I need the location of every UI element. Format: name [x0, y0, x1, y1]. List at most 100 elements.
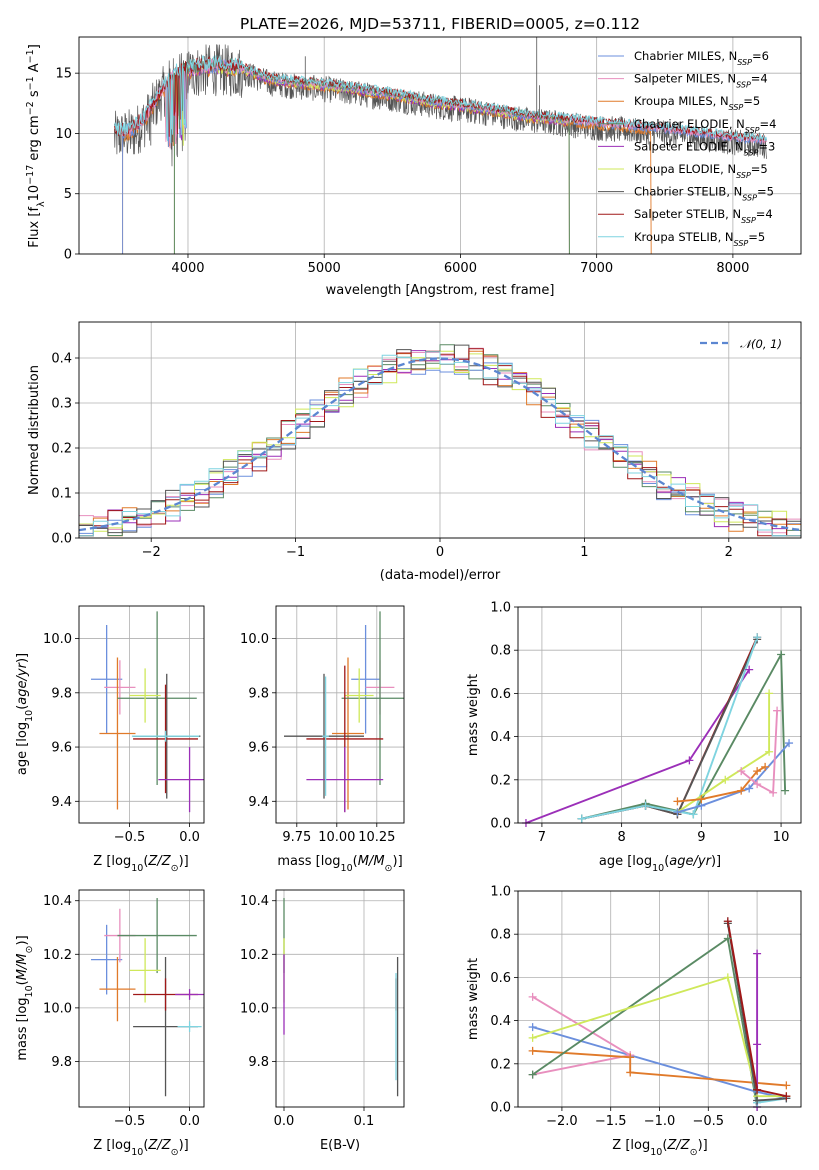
- y-tick-label: 10.0: [43, 632, 72, 647]
- label-part: age: [15, 680, 30, 704]
- spectrum-line-chabrier-miles: [122, 58, 768, 254]
- label-part: ⊙: [690, 1147, 698, 1158]
- legend-label: Chabrier STELIB, NSSP=5: [634, 185, 774, 203]
- data-marker: [785, 739, 794, 748]
- label-part: /: [675, 1138, 682, 1153]
- label-part: M: [15, 969, 30, 980]
- y-tick-label: 0.4: [51, 352, 72, 367]
- legend-sub: SSP: [737, 58, 752, 67]
- label-part: −2: [25, 101, 36, 115]
- y-tick-label: 9.8: [248, 686, 269, 701]
- series-line-kroupa-elodie: [532, 976, 787, 1098]
- y-tick-label: 10.4: [240, 894, 269, 909]
- data-marker: [753, 633, 762, 642]
- y-tick-label: 15: [55, 67, 72, 82]
- y-tick-label: 0.6: [490, 687, 511, 702]
- label-part: ]: [27, 44, 42, 49]
- weight_vs_Z-frame: [517, 890, 802, 1108]
- x-tick-label: −1: [286, 545, 305, 560]
- legend-text: Kroupa MILES, N: [634, 94, 729, 108]
- label-part: erg cm: [27, 115, 42, 164]
- y-tick-label: 1.0: [490, 601, 511, 616]
- data-marker: [782, 1081, 791, 1090]
- spectrum-xlabel: wavelength [Angstrom, rest frame]: [326, 283, 555, 298]
- legend-sub: SSP: [736, 80, 751, 89]
- label-part: /: [15, 963, 30, 970]
- label-part: )]: [393, 854, 403, 869]
- legend-sub: SSP: [734, 238, 749, 247]
- label-part: Z: [147, 854, 158, 869]
- x-tick-label: 0.0: [179, 830, 200, 845]
- age_vs_Z-ylabel: age [log10(age/yr)]: [15, 653, 35, 775]
- data-marker: [626, 1053, 635, 1062]
- x-tick-label: 9.75: [282, 830, 311, 845]
- legend-sub: SSP: [736, 171, 751, 180]
- label-part: )]: [15, 653, 30, 663]
- legend-text: =5: [757, 185, 774, 199]
- series-line-chabrier-miles: [677, 742, 790, 814]
- label-part: )]: [179, 854, 189, 869]
- y-tick-label: 0.0: [490, 1101, 511, 1116]
- label-part: 10: [131, 1147, 143, 1158]
- legend-sub: SSP: [742, 193, 757, 202]
- legend-text: =5: [743, 94, 760, 108]
- y-tick-label: 9.4: [248, 795, 269, 810]
- age_vs_mass-frame: [275, 605, 405, 824]
- data-marker: [753, 1085, 762, 1094]
- legend-label: Chabrier MILES, NSSP=6: [634, 49, 769, 67]
- data-marker: [673, 797, 682, 806]
- label-part: Z: [680, 1138, 691, 1153]
- x-tick-label: 10.25: [358, 830, 395, 845]
- data-marker: [769, 788, 778, 797]
- label-part: (: [15, 980, 30, 985]
- x-tick-label: 0.1: [354, 1114, 375, 1129]
- label-part: E(B-V): [320, 1138, 360, 1153]
- label-part: wavelength [Angstrom, rest frame]: [326, 283, 555, 298]
- y-tick-label: 10.0: [240, 632, 269, 647]
- data-marker: [773, 706, 782, 715]
- data-marker: [737, 767, 746, 776]
- y-tick-label: 10: [55, 127, 72, 142]
- data-marker: [723, 934, 732, 943]
- data-marker: [528, 1033, 537, 1042]
- data-marker: [685, 756, 694, 765]
- x-tick-label: −1.0: [644, 1114, 676, 1129]
- legend-text: =4: [751, 72, 768, 86]
- x-tick-label: 0.0: [274, 1114, 295, 1129]
- label-part: M: [15, 953, 30, 964]
- hist-step-kroupa-stelib: [79, 351, 801, 537]
- label-part: ⊙: [24, 945, 35, 953]
- y-tick-label: 9.8: [248, 1055, 269, 1070]
- label-part: 10: [341, 863, 353, 874]
- x-tick-label: 7: [538, 830, 546, 845]
- y-tick-label: 0.0: [51, 532, 72, 547]
- mass_vs_Z-axes: −0.5 0.0 9.8 10.0 10.2 10.4: [43, 890, 204, 1129]
- y-tick-label: 5: [64, 187, 72, 202]
- age_vs_mass-xlabel: mass [log10(M/M⊙)]: [277, 854, 402, 874]
- data-marker: [753, 1096, 762, 1105]
- series-line-kroupa-stelib: [581, 636, 759, 820]
- label-part: /: [693, 854, 700, 869]
- residuals-plot-area: [79, 344, 801, 537]
- label-part: 10: [24, 710, 35, 722]
- data-marker: [528, 1070, 537, 1079]
- spectrum-line-kroupa-stelib: [113, 55, 768, 144]
- y-tick-label: 9.8: [51, 1055, 72, 1070]
- legend-text: =3: [758, 139, 775, 153]
- y-tick-label: 10.2: [43, 948, 72, 963]
- data-marker: [753, 1040, 762, 1049]
- label-part: ⊙: [171, 1147, 179, 1158]
- label-part: (: [353, 854, 358, 869]
- spectrum-frame: [78, 36, 802, 255]
- legend-text: Kroupa STELIB, N: [634, 230, 734, 244]
- x-tick-label: 2: [725, 545, 733, 560]
- label-part: −17: [25, 165, 36, 185]
- legend-text: =5: [751, 162, 768, 176]
- mass_vs_Z-ylabel: mass [log10(M/M⊙)]: [15, 935, 35, 1060]
- mass_vs_Z-plot-area: [91, 898, 204, 1097]
- label-part: /: [156, 854, 163, 869]
- residuals-ylabel: Normed distribution: [27, 365, 42, 495]
- data-marker: [528, 1023, 537, 1032]
- label-part: )]: [711, 854, 721, 869]
- legend-text: =4: [760, 117, 777, 131]
